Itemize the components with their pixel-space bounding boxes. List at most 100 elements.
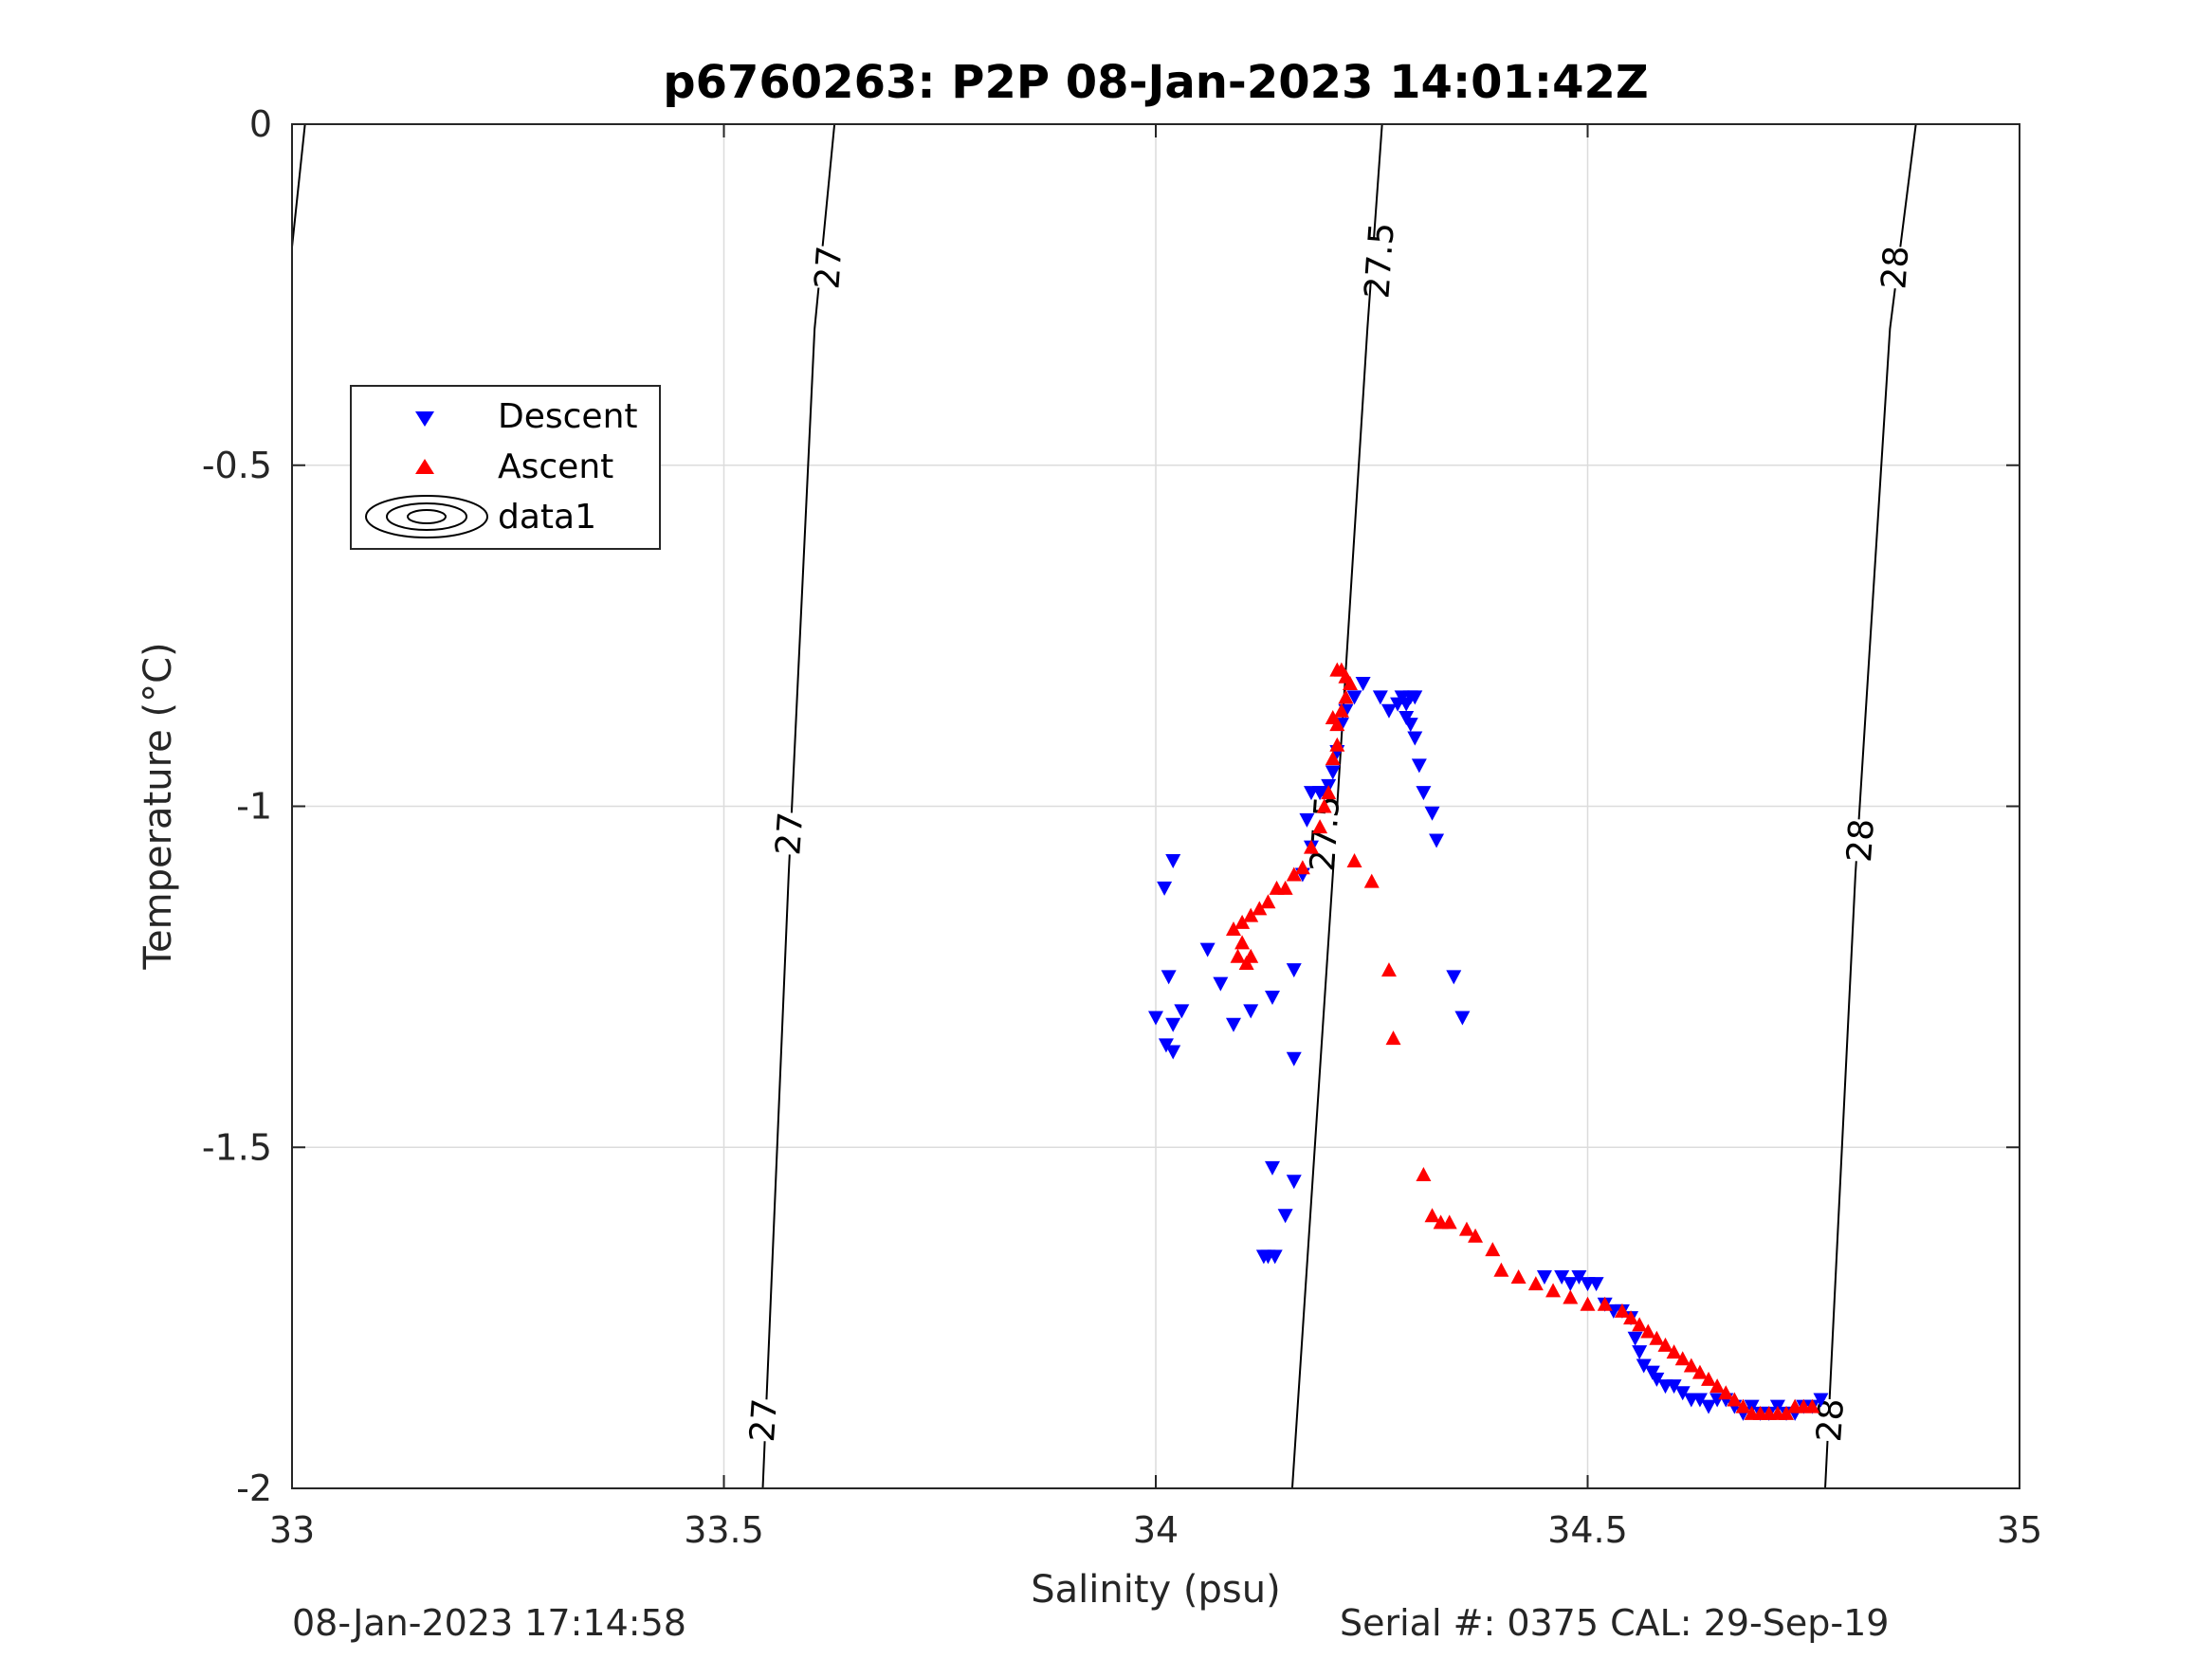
data-point xyxy=(1264,990,1280,1005)
footer-serial-cal: Serial #: 0375 CAL: 29-Sep-19 xyxy=(1340,1602,1890,1644)
data-point xyxy=(1325,709,1341,724)
contour-label: 27 xyxy=(769,811,811,857)
data-point xyxy=(1627,1331,1643,1346)
x-tick-label: 33.5 xyxy=(684,1509,764,1551)
data-point xyxy=(1441,1214,1457,1230)
data-point xyxy=(1238,955,1254,970)
legend-contour-icon xyxy=(365,495,488,538)
data-point xyxy=(1157,881,1173,896)
axes: 33 33.5 34 34.5 35 0 -0.5 -1 -1.5 -2 xyxy=(202,103,2042,1551)
contour-label: 28 xyxy=(1840,817,1882,864)
data-point xyxy=(1623,1310,1639,1325)
data-point xyxy=(1316,798,1332,813)
data-point xyxy=(1303,839,1319,854)
data-point xyxy=(1701,1371,1717,1386)
data-point xyxy=(1536,1269,1552,1285)
data-point xyxy=(1355,676,1371,691)
y-tick-label: -1.5 xyxy=(202,1126,272,1168)
data-point xyxy=(1321,785,1337,800)
y-tick-label: 0 xyxy=(249,103,272,145)
y-axis-label: Temperature (°C) xyxy=(137,642,180,970)
data-point xyxy=(1718,1385,1734,1400)
data-point xyxy=(1299,812,1315,828)
data-point xyxy=(1468,1228,1484,1243)
data-point xyxy=(1527,1276,1544,1291)
data-point xyxy=(1174,1004,1190,1019)
data-point xyxy=(1632,1345,1648,1360)
data-point xyxy=(1614,1303,1630,1318)
data-point xyxy=(1649,1330,1665,1345)
data-point xyxy=(1267,1249,1283,1265)
data-point xyxy=(1416,786,1432,801)
data-point xyxy=(1657,1337,1673,1352)
data-point xyxy=(1407,731,1423,746)
data-point xyxy=(1666,1379,1682,1395)
legend-descent-marker-icon xyxy=(415,411,434,427)
x-tick-label: 34.5 xyxy=(1547,1509,1628,1551)
data-point xyxy=(1554,1269,1570,1285)
x-axis-label: Salinity (psu) xyxy=(1031,1568,1280,1612)
data-point xyxy=(1277,1209,1293,1224)
data-point xyxy=(1545,1283,1562,1298)
contour-line xyxy=(761,123,836,1489)
data-point xyxy=(1234,914,1251,929)
data-point xyxy=(1779,1405,1795,1420)
data-point xyxy=(1294,860,1310,875)
data-point xyxy=(1286,1051,1302,1066)
footer-timestamp: 08-Jan-2023 17:14:58 xyxy=(292,1602,686,1644)
data-point xyxy=(1165,1045,1181,1060)
data-point xyxy=(1333,702,1349,718)
data-point xyxy=(1454,1011,1471,1026)
data-point xyxy=(1312,819,1328,834)
data-point xyxy=(1148,1011,1163,1026)
x-tick-label: 34 xyxy=(1133,1509,1179,1551)
data-point xyxy=(1165,1017,1181,1032)
contour-label-bg xyxy=(751,810,827,857)
data-point xyxy=(1243,1004,1259,1019)
legend-ascent-marker-icon xyxy=(415,459,434,474)
data-point xyxy=(1429,833,1445,848)
data-point xyxy=(1649,1372,1665,1387)
contour-line xyxy=(1824,123,1917,1489)
data-point xyxy=(1286,1175,1302,1190)
data-point xyxy=(1385,1030,1401,1046)
data-point xyxy=(1252,901,1268,916)
data-point xyxy=(1458,1221,1474,1236)
data-point xyxy=(1563,1277,1579,1292)
data-point xyxy=(1230,948,1246,963)
contour-label-bg xyxy=(1856,244,1932,291)
x-tick-label: 33 xyxy=(269,1509,315,1551)
data-point xyxy=(1165,854,1181,869)
data-point xyxy=(1674,1351,1691,1366)
data-point xyxy=(1342,675,1358,690)
data-point xyxy=(1804,1398,1820,1413)
data-point xyxy=(1563,1289,1579,1304)
data-point xyxy=(1727,1392,1743,1407)
y-tick-label: -0.5 xyxy=(202,445,272,486)
data-point xyxy=(1691,1364,1708,1379)
data-point xyxy=(1286,866,1302,882)
data-point xyxy=(1709,1378,1726,1394)
legend: Descent Ascent data1 xyxy=(350,385,661,550)
data-point xyxy=(1346,853,1362,868)
data-point xyxy=(1446,970,1462,985)
contour-line xyxy=(1290,123,1383,1489)
data-point xyxy=(1632,1317,1648,1332)
data-point xyxy=(1701,1399,1717,1414)
data-point xyxy=(1372,690,1388,705)
data-point xyxy=(1225,921,1241,937)
data-point xyxy=(1380,962,1397,977)
data-point xyxy=(1325,751,1341,766)
contour-line xyxy=(291,123,306,247)
data-point xyxy=(1243,907,1259,922)
data-point xyxy=(1588,1277,1604,1292)
contour-label: 27 xyxy=(808,245,850,291)
data-point xyxy=(1255,1249,1271,1265)
chart-title: p6760263: P2P 08-Jan-2023 14:01:42Z xyxy=(663,56,1648,109)
y-tick-label: -1 xyxy=(236,786,272,828)
x-tick-label: 35 xyxy=(1997,1509,2042,1551)
data-point xyxy=(1424,1208,1440,1223)
data-point xyxy=(1286,963,1302,978)
